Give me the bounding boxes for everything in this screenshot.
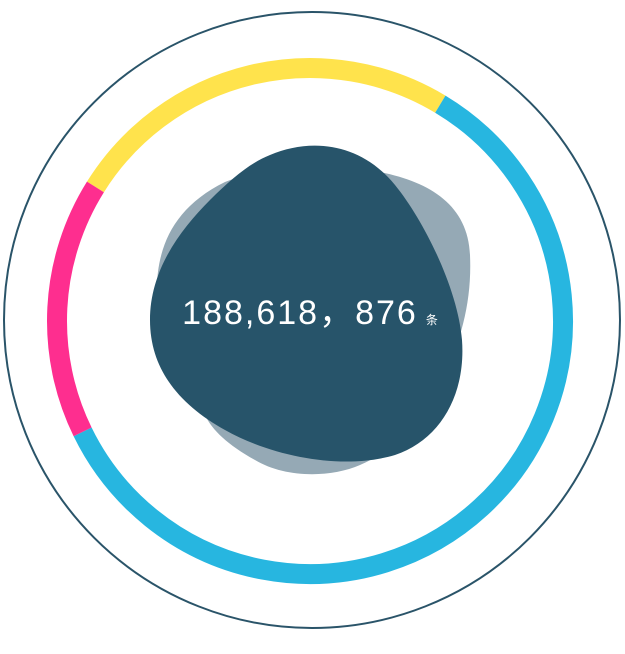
blob-dark: [150, 145, 463, 462]
ring-segments: [47, 58, 573, 584]
outer-ring: [3, 11, 621, 629]
ring-segment-pink: [47, 181, 104, 437]
ring-segment-cyan: [73, 95, 573, 584]
ring-segment-yellow: [86, 58, 446, 193]
